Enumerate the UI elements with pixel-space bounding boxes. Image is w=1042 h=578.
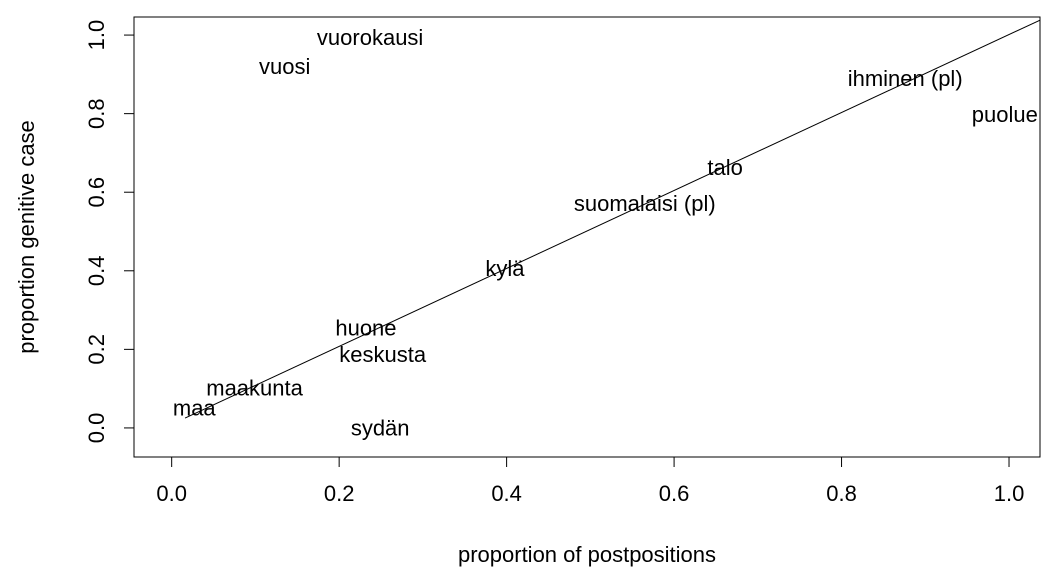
x-tick-label: 0.2	[324, 481, 355, 506]
x-tick-label: 0.6	[659, 481, 690, 506]
point-label: kylä	[485, 256, 525, 281]
x-tick-label: 1.0	[994, 481, 1025, 506]
x-tick-label: 0.0	[156, 481, 187, 506]
y-tick-label: 1.0	[84, 20, 109, 51]
y-tick-label: 0.6	[84, 177, 109, 208]
y-tick-label: 0.4	[84, 255, 109, 286]
y-tick-label: 0.2	[84, 334, 109, 365]
plot-area: vuorokausi vuosi ihminen (pl) puolue suomala…	[173, 19, 1040, 441]
x-axis-label: proportion of postpositions	[458, 542, 716, 567]
y-tick-label: 0.8	[84, 98, 109, 129]
point-label: vuorokausi	[317, 25, 423, 50]
point-label: keskusta	[339, 342, 427, 367]
point-label: huone	[335, 316, 396, 341]
fit-line	[184, 19, 1040, 419]
point-label: sydän	[351, 416, 410, 441]
point-label: puolue	[972, 102, 1038, 127]
point-label: suomalaisi (pl)	[574, 191, 716, 216]
point-label: maa	[173, 396, 217, 421]
point-label: ihminen (pl)	[848, 66, 963, 91]
plot-frame	[133, 16, 1041, 458]
y-tick-label: 0.0	[84, 413, 109, 444]
point-label: maakunta	[206, 376, 303, 401]
x-tick-label: 0.4	[491, 481, 522, 506]
y-axis-label: proportion genitive case	[14, 120, 39, 354]
point-label: talo	[707, 155, 742, 180]
x-tick-label: 0.8	[826, 481, 857, 506]
point-label: vuosi	[259, 54, 310, 79]
